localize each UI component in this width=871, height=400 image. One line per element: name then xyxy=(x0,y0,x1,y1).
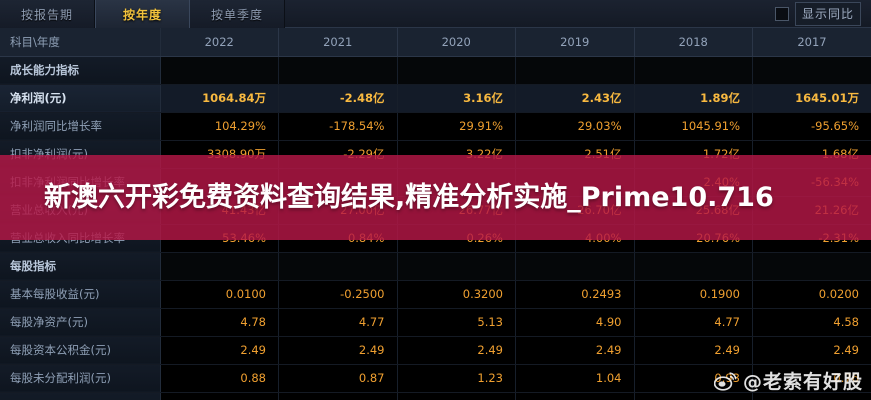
table-cell xyxy=(633,56,753,85)
table-cell: 29.91% xyxy=(396,112,516,141)
table-cell: 2.49 xyxy=(515,336,634,365)
table-cell: 0.25 xyxy=(278,392,397,400)
table-cell: 5.13 xyxy=(396,308,516,337)
promo-banner-overlay: 新澳六开彩免费资料查询结果,精准分析实施_Prime10.716 xyxy=(0,155,871,240)
row-label: 净利润(元) xyxy=(0,84,161,113)
table-cell: 1064.84万 xyxy=(159,84,279,113)
tab-by-report-period[interactable]: 按报告期 xyxy=(0,0,95,28)
tab-by-single-quarter[interactable]: 按单季度 xyxy=(190,0,285,28)
table-cell: 1.04 xyxy=(515,364,634,393)
table-row[interactable]: 每股经营现金流(元)0.030.250.520.36 xyxy=(0,392,871,400)
table-cell: -178.54% xyxy=(278,112,397,141)
table-cell: 0.0100 xyxy=(159,280,279,309)
table-section-row[interactable]: 每股指标 xyxy=(0,252,871,281)
table-cell xyxy=(278,252,397,281)
table-cell: 2.43亿 xyxy=(515,84,634,113)
table-cell xyxy=(278,56,397,85)
row-label: 基本每股收益(元) xyxy=(0,280,161,309)
table-row[interactable]: 基本每股收益(元) 0.0100 -0.2500 0.3200 0.2493 0.1900… xyxy=(0,280,871,309)
table-cell: 0.3200 xyxy=(396,280,516,309)
table-cell: -0.2500 xyxy=(278,280,397,309)
table-header-row: 科目\年度 2022 2021 2020 2019 2018 2017 xyxy=(0,28,871,57)
show-yoy-checkbox[interactable] xyxy=(774,6,789,21)
table-cell: 0.03 xyxy=(159,392,279,400)
table-cell xyxy=(396,252,516,281)
table-cell: 4.77 xyxy=(278,308,397,337)
table-cell xyxy=(396,56,516,85)
table-cell: 2.49 xyxy=(752,336,871,365)
table-cell: 0.2493 xyxy=(515,280,634,309)
table-cell: 0.0200 xyxy=(752,280,871,309)
column-header-year[interactable]: 2019 xyxy=(515,28,634,57)
table-cell: 1645.01万 xyxy=(752,84,871,113)
column-header-year[interactable]: 2017 xyxy=(752,28,871,57)
table-cell: 2.49 xyxy=(278,336,397,365)
row-label: 每股资本公积金(元) xyxy=(0,336,161,365)
show-yoy-label[interactable]: 显示同比 xyxy=(794,1,861,26)
row-label: 成长能力指标 xyxy=(0,56,161,85)
table-cell: 1045.91% xyxy=(633,112,753,141)
table-cell: 2.49 xyxy=(633,336,753,365)
column-header-year[interactable]: 2018 xyxy=(633,28,753,57)
table-cell: 0.93 xyxy=(633,364,753,393)
table-cell: 0.36 xyxy=(515,392,634,400)
row-label: 每股未分配利润(元) xyxy=(0,364,161,393)
table-cell: 3.16亿 xyxy=(396,84,516,113)
table-cell xyxy=(159,56,279,85)
row-label: 每股经营现金流(元) xyxy=(0,392,161,400)
toolbar-right-group: 显示同比 xyxy=(774,0,871,27)
table-cell: 0.88 xyxy=(159,364,279,393)
toolbar: 按报告期 按年度 按单季度 显示同比 xyxy=(0,0,871,28)
table-cell xyxy=(633,392,753,400)
table-cell: 0.76 xyxy=(752,364,871,393)
table-cell: 4.77 xyxy=(633,308,753,337)
table-cell: 4.58 xyxy=(752,308,871,337)
promo-banner-text: 新澳六开彩免费资料查询结果,精准分析实施_Prime10.716 xyxy=(44,181,774,213)
tab-by-year[interactable]: 按年度 xyxy=(95,0,190,28)
table-cell: -2.48亿 xyxy=(278,84,397,113)
table-cell: 2.49 xyxy=(396,336,516,365)
table-cell: -95.65% xyxy=(752,112,871,141)
row-label: 净利润同比增长率 xyxy=(0,112,161,141)
table-cell: 0.52 xyxy=(396,392,516,400)
column-header-year[interactable]: 2022 xyxy=(159,28,279,57)
table-cell: 2.49 xyxy=(159,336,279,365)
table-cell xyxy=(515,252,634,281)
table-row[interactable]: 净利润同比增长率 104.29% -178.54% 29.91% 29.03% 1045.… xyxy=(0,112,871,141)
column-header-year[interactable]: 2020 xyxy=(396,28,516,57)
table-cell: 1.89亿 xyxy=(633,84,753,113)
table-section-row[interactable]: 成长能力指标 xyxy=(0,56,871,85)
table-cell: 4.90 xyxy=(515,308,634,337)
tab-label: 按年度 xyxy=(122,7,162,22)
table-cell xyxy=(515,56,634,85)
row-label: 每股净资产(元) xyxy=(0,308,161,337)
table-row[interactable]: 每股净资产(元) 4.78 4.77 5.13 4.90 4.77 4.58 xyxy=(0,308,871,337)
table-row[interactable]: 每股未分配利润(元) 0.88 0.87 1.23 1.04 0.93 0.76 xyxy=(0,364,871,393)
row-label: 每股指标 xyxy=(0,252,161,281)
table-cell xyxy=(752,252,871,281)
table-cell: 1.23 xyxy=(396,364,516,393)
tab-label: 按单季度 xyxy=(210,7,263,22)
column-header-year[interactable]: 2021 xyxy=(278,28,397,57)
table-cell xyxy=(752,392,871,400)
table-row[interactable]: 净利润(元) 1064.84万 -2.48亿 3.16亿 2.43亿 1.89亿 1645.… xyxy=(0,84,871,113)
table-cell xyxy=(633,252,753,281)
tab-label: 按报告期 xyxy=(20,7,73,22)
table-row[interactable]: 每股资本公积金(元) 2.49 2.49 2.49 2.49 2.49 2.49 xyxy=(0,336,871,365)
table-corner-header: 科目\年度 xyxy=(0,28,161,57)
table-cell xyxy=(752,56,871,85)
table-cell: 0.87 xyxy=(278,364,397,393)
table-cell: 29.03% xyxy=(515,112,634,141)
table-cell xyxy=(159,252,279,281)
table-cell: 104.29% xyxy=(159,112,279,141)
table-cell: 4.78 xyxy=(159,308,279,337)
table-cell: 0.1900 xyxy=(633,280,753,309)
